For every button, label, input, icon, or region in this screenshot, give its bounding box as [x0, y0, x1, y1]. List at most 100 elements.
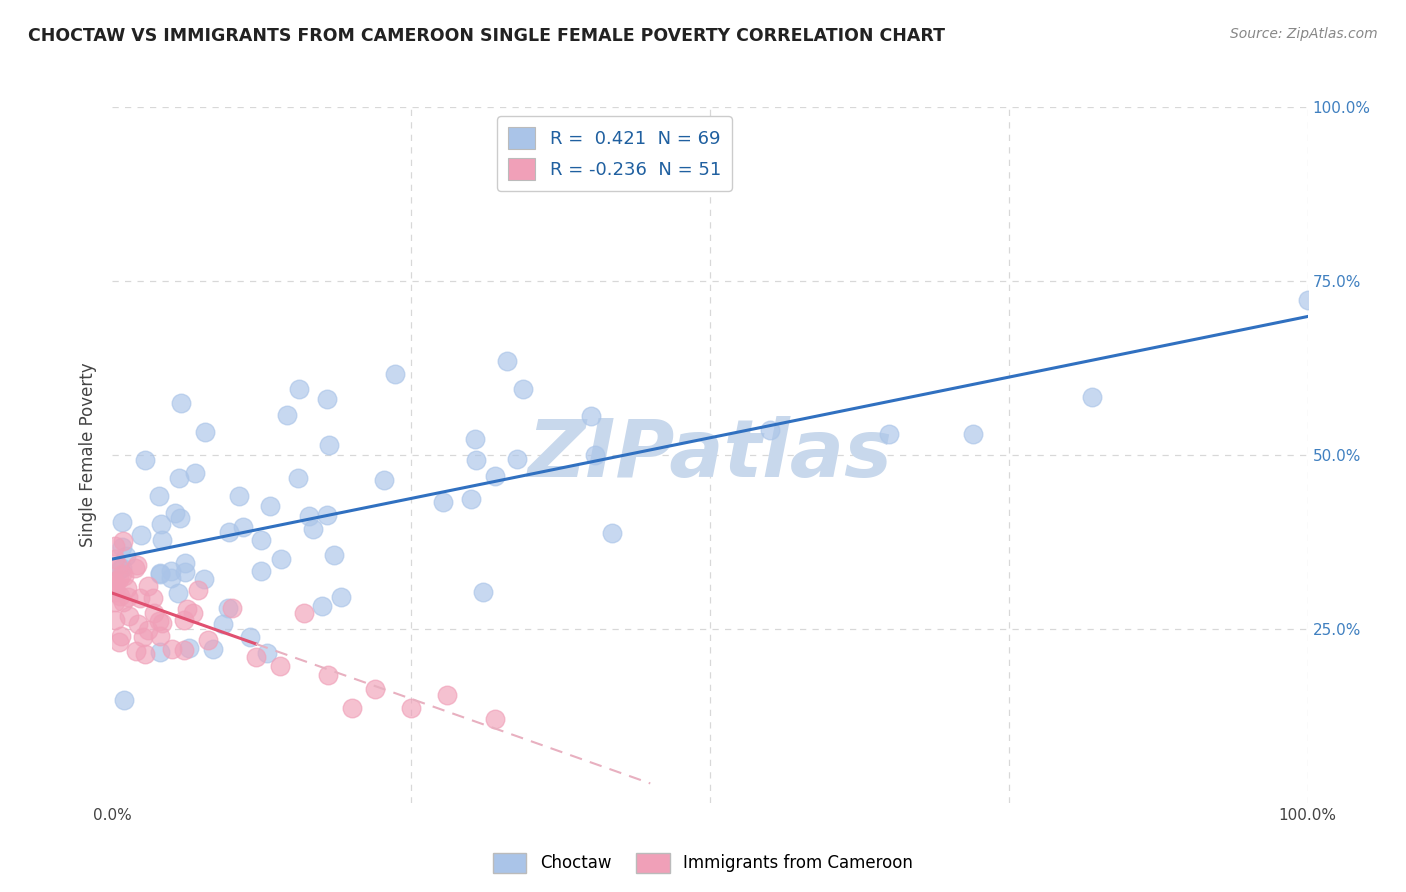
Point [111, 567, 134, 582]
Point [581, 409, 603, 424]
Point [149, 567, 172, 582]
Point [259, 499, 281, 513]
Point [104, 613, 127, 627]
Point [193, 573, 215, 587]
Point [104, 539, 127, 553]
Point [108, 635, 131, 649]
Point [110, 629, 132, 643]
Point [464, 453, 486, 467]
Point [149, 628, 172, 642]
Point [115, 581, 138, 595]
Point [111, 561, 134, 575]
Point [111, 541, 134, 555]
Point [132, 630, 155, 644]
Point [112, 595, 135, 609]
Point [384, 367, 406, 381]
Legend: Choctaw, Immigrants from Cameroon: Choctaw, Immigrants from Cameroon [486, 847, 920, 880]
Point [128, 591, 150, 606]
Point [583, 448, 606, 462]
Point [436, 688, 458, 702]
Point [316, 668, 339, 682]
Point [269, 659, 291, 673]
Point [104, 584, 127, 599]
Point [759, 423, 782, 437]
Point [316, 508, 339, 523]
Point [1296, 293, 1319, 307]
Point [250, 564, 273, 578]
Point [460, 491, 482, 506]
Point [141, 591, 163, 605]
Text: ZIPatlas: ZIPatlas [527, 416, 893, 494]
Point [108, 590, 131, 604]
Point [150, 516, 173, 531]
Point [197, 632, 219, 647]
Point [340, 701, 363, 715]
Point [107, 559, 129, 574]
Point [287, 382, 309, 396]
Point [506, 451, 529, 466]
Point [143, 607, 166, 621]
Point [181, 606, 204, 620]
Point [112, 693, 135, 707]
Point [148, 489, 170, 503]
Point [129, 528, 152, 542]
Point [149, 566, 172, 580]
Point [167, 586, 190, 600]
Point [108, 572, 131, 586]
Point [115, 549, 138, 564]
Point [228, 489, 250, 503]
Point [163, 506, 186, 520]
Point [104, 574, 127, 589]
Point [316, 392, 339, 406]
Point [160, 564, 183, 578]
Point [124, 561, 146, 575]
Point [183, 466, 205, 480]
Point [176, 602, 198, 616]
Point [118, 609, 141, 624]
Point [512, 382, 534, 396]
Legend: R =  0.421  N = 69, R = -0.236  N = 51: R = 0.421 N = 69, R = -0.236 N = 51 [498, 116, 731, 191]
Point [134, 647, 156, 661]
Point [150, 533, 173, 548]
Point [104, 595, 127, 609]
Point [111, 534, 134, 549]
Point [245, 649, 267, 664]
Point [201, 641, 224, 656]
Point [218, 525, 240, 540]
Point [194, 425, 217, 439]
Point [292, 606, 315, 620]
Point [276, 409, 298, 423]
Point [104, 580, 127, 594]
Point [496, 354, 519, 368]
Point [364, 682, 387, 697]
Point [104, 575, 127, 590]
Point [239, 630, 262, 644]
Point [173, 642, 195, 657]
Point [125, 644, 148, 658]
Point [373, 473, 395, 487]
Point [270, 552, 292, 566]
Point [125, 558, 148, 572]
Point [322, 548, 344, 562]
Point [211, 617, 233, 632]
Point [179, 641, 201, 656]
Point [298, 509, 321, 524]
Point [104, 552, 127, 566]
Point [1081, 390, 1104, 404]
Point [187, 583, 209, 598]
Point [127, 616, 149, 631]
Point [160, 641, 183, 656]
Point [329, 590, 352, 604]
Point [221, 600, 243, 615]
Point [117, 590, 139, 604]
Point [311, 599, 333, 613]
Point [150, 615, 173, 630]
Point [134, 453, 156, 467]
Point [217, 600, 239, 615]
Point [148, 614, 170, 628]
Point [149, 645, 172, 659]
Point [160, 572, 183, 586]
Point [169, 511, 191, 525]
Point [167, 471, 190, 485]
Point [108, 562, 131, 576]
